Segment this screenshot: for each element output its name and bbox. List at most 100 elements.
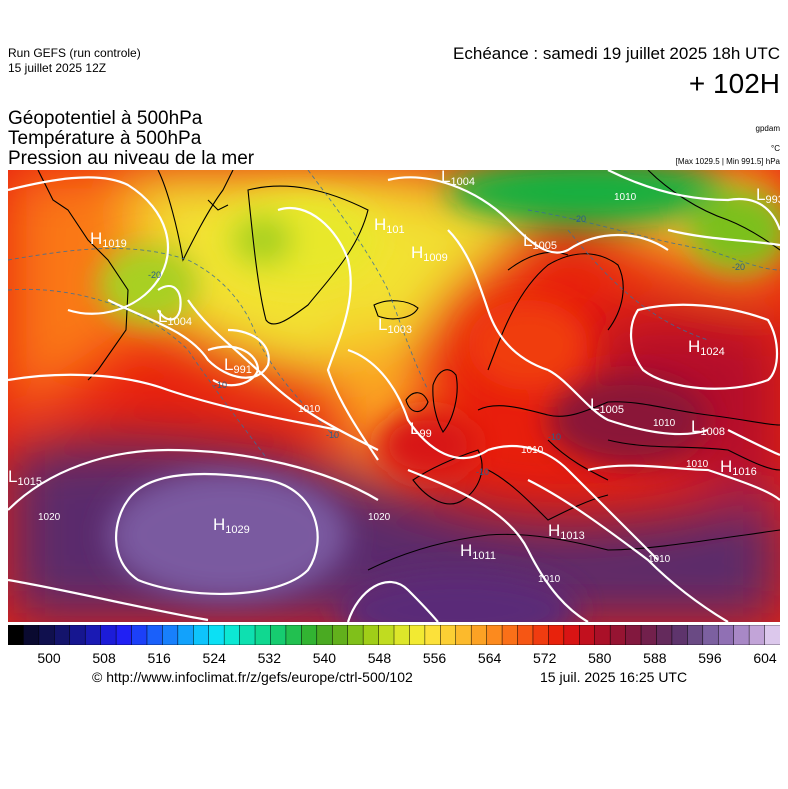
- pressure-system-high-1013-mediterranean: H1013: [548, 521, 585, 542]
- colorbar-swatch: [208, 625, 226, 645]
- field-title-geopotential: Géopotentiel à 500hPa: [8, 108, 203, 129]
- pressure-system-low-1008-ukraine: L1008: [691, 417, 725, 438]
- pressure-system-high-1016-blacksea: H1016: [720, 457, 757, 478]
- isobar-label: 1010: [538, 574, 561, 585]
- colorbar-swatch: [640, 625, 658, 645]
- colorbar-tick-label: 500: [37, 650, 61, 666]
- colorbar-swatch: [532, 625, 550, 645]
- pressure-system-high-101-greenland: H101: [374, 215, 405, 236]
- isotherm-label: -10: [548, 432, 561, 442]
- colorbar-swatch: [579, 625, 596, 645]
- forecast-valid-time: Echéance : samedi 19 juillet 2025 18h UT…: [453, 44, 780, 63]
- generation-time: 15 juil. 2025 16:25 UTC: [540, 669, 688, 685]
- isobar-label: 1010: [686, 459, 709, 470]
- isotherm-label: -20: [732, 262, 745, 272]
- colorbar-swatch: [115, 625, 133, 645]
- pressure-system-high-1009-iceland: H1009: [411, 243, 448, 264]
- colorbar-swatch: [440, 625, 457, 645]
- colorbar-swatch: [625, 625, 642, 645]
- colorbar-swatch: [748, 625, 766, 645]
- colorbar-swatch: [331, 625, 349, 645]
- isobar-label: 1010: [648, 554, 671, 565]
- colorbar-swatch: [362, 625, 380, 645]
- colorbar-swatch: [54, 625, 71, 645]
- isotherm-value-labels: -20 -20 -20 -10 -10 -10 -10: [148, 214, 745, 477]
- colorbar-tick-label: 572: [533, 650, 557, 666]
- colorbar-swatch: [285, 625, 303, 645]
- isobar-label: 1010: [653, 418, 676, 429]
- colorbar-tick-label: 524: [202, 650, 226, 666]
- colorbar-swatch: [100, 625, 117, 645]
- pressure-system-low-1004-labrador: L1004: [158, 307, 192, 328]
- isobars: [8, 170, 780, 622]
- colorbar-swatch: [301, 625, 318, 645]
- pressure-system-labels: L1004 H1019 H101 H1009 L1005 L993 L1004 L991 L10…: [8, 170, 780, 562]
- colorbar-swatch: [378, 625, 395, 645]
- colorbar-swatch: [687, 625, 704, 645]
- colorbar-swatch: [563, 625, 581, 645]
- run-date: 15 juillet 2025 12Z: [8, 61, 107, 75]
- colorbar-tick-label: 516: [147, 650, 171, 666]
- pressure-system-high-1024-russia: H1024: [688, 337, 725, 358]
- colorbar-swatch: [609, 625, 627, 645]
- colorbar-swatch: [501, 625, 519, 645]
- pressure-system-low-1004-north: L1004: [441, 170, 475, 188]
- colorbar-tick-label: 540: [312, 650, 337, 666]
- pressure-system-high-1011-iberia: H1011: [460, 541, 496, 562]
- isobar-label: 1020: [368, 512, 391, 523]
- colorbar: [8, 625, 780, 645]
- colorbar-swatch: [239, 625, 256, 645]
- pressure-system-high-1029-azores: H1029: [213, 515, 250, 536]
- colorbar-swatch: [424, 625, 442, 645]
- isobar-value-labels: 1010 1010 1010 1010 1010 1010 1010 1020 1020: [38, 192, 709, 585]
- colorbar-swatch: [84, 625, 102, 645]
- colorbar-swatch: [409, 625, 426, 645]
- forecast-lead-time: + 102H: [688, 68, 780, 99]
- colorbar-swatch: [455, 625, 473, 645]
- isotherm-label: -10: [326, 430, 339, 440]
- pressure-system-low-99-ireland: L99: [410, 419, 432, 440]
- colorbar-swatch: [162, 625, 179, 645]
- field-title-pressure: Pression au niveau de la mer: [8, 148, 255, 169]
- isobar-label: 1010: [614, 192, 637, 203]
- colorbar-swatch: [656, 625, 673, 645]
- colorbar-tick-label: 588: [643, 650, 667, 666]
- colorbar-swatch: [38, 625, 56, 645]
- colorbar-swatch: [8, 625, 25, 645]
- weather-map: L1004 H1019 H101 H1009 L1005 L993 L1004 L991 L10…: [8, 170, 780, 622]
- colorbar-swatch: [548, 625, 565, 645]
- isobar-label: 1010: [521, 445, 544, 456]
- colorbar-swatch: [764, 625, 780, 645]
- colorbar-tick-label: 548: [367, 650, 392, 666]
- colorbar-tick-label: 508: [92, 650, 116, 666]
- colorbar-swatch: [733, 625, 750, 645]
- colorbar-swatch: [594, 625, 612, 645]
- colorbar-swatch: [470, 625, 488, 645]
- colorbar-swatch: [316, 625, 334, 645]
- colorbar-swatch: [270, 625, 287, 645]
- colorbar-swatch: [347, 625, 364, 645]
- colorbar-tick-label: 532: [257, 650, 281, 666]
- colorbar-tick-label: 604: [753, 650, 777, 666]
- pressure-system-high-1019-canada: H1019: [90, 229, 127, 250]
- colorbar-swatch: [223, 625, 241, 645]
- pressure-system-low-1015-west: L1015: [8, 467, 42, 488]
- colorbar-tick-label: 580: [588, 650, 612, 666]
- colorbar-tick-label: 596: [698, 650, 722, 666]
- colorbar-tick-label: 556: [422, 650, 447, 666]
- pressure-system-low-1003-atlantic: L1003: [378, 315, 412, 336]
- colorbar-swatch: [254, 625, 272, 645]
- unit-pressure-range: [Max 1029.5 | Min 991.5] hPa: [675, 157, 780, 166]
- source-credit: © http://www.infoclimat.fr/z/gefs/europe…: [92, 669, 413, 685]
- colorbar-swatch: [702, 625, 720, 645]
- pressure-system-low-991-atlantic: L991: [224, 355, 252, 376]
- colorbar-swatch: [146, 625, 164, 645]
- colorbar-swatch: [177, 625, 195, 645]
- isotherm-label: -20: [148, 270, 161, 280]
- colorbar-tick-label: 564: [477, 650, 502, 666]
- pressure-system-low-993-arctic: L993: [756, 185, 780, 206]
- run-name: Run GEFS (run controle): [8, 46, 141, 60]
- colorbar-swatch: [517, 625, 534, 645]
- colorbar-swatch: [131, 625, 148, 645]
- pressure-system-low-1005-norway: L1005: [523, 231, 557, 252]
